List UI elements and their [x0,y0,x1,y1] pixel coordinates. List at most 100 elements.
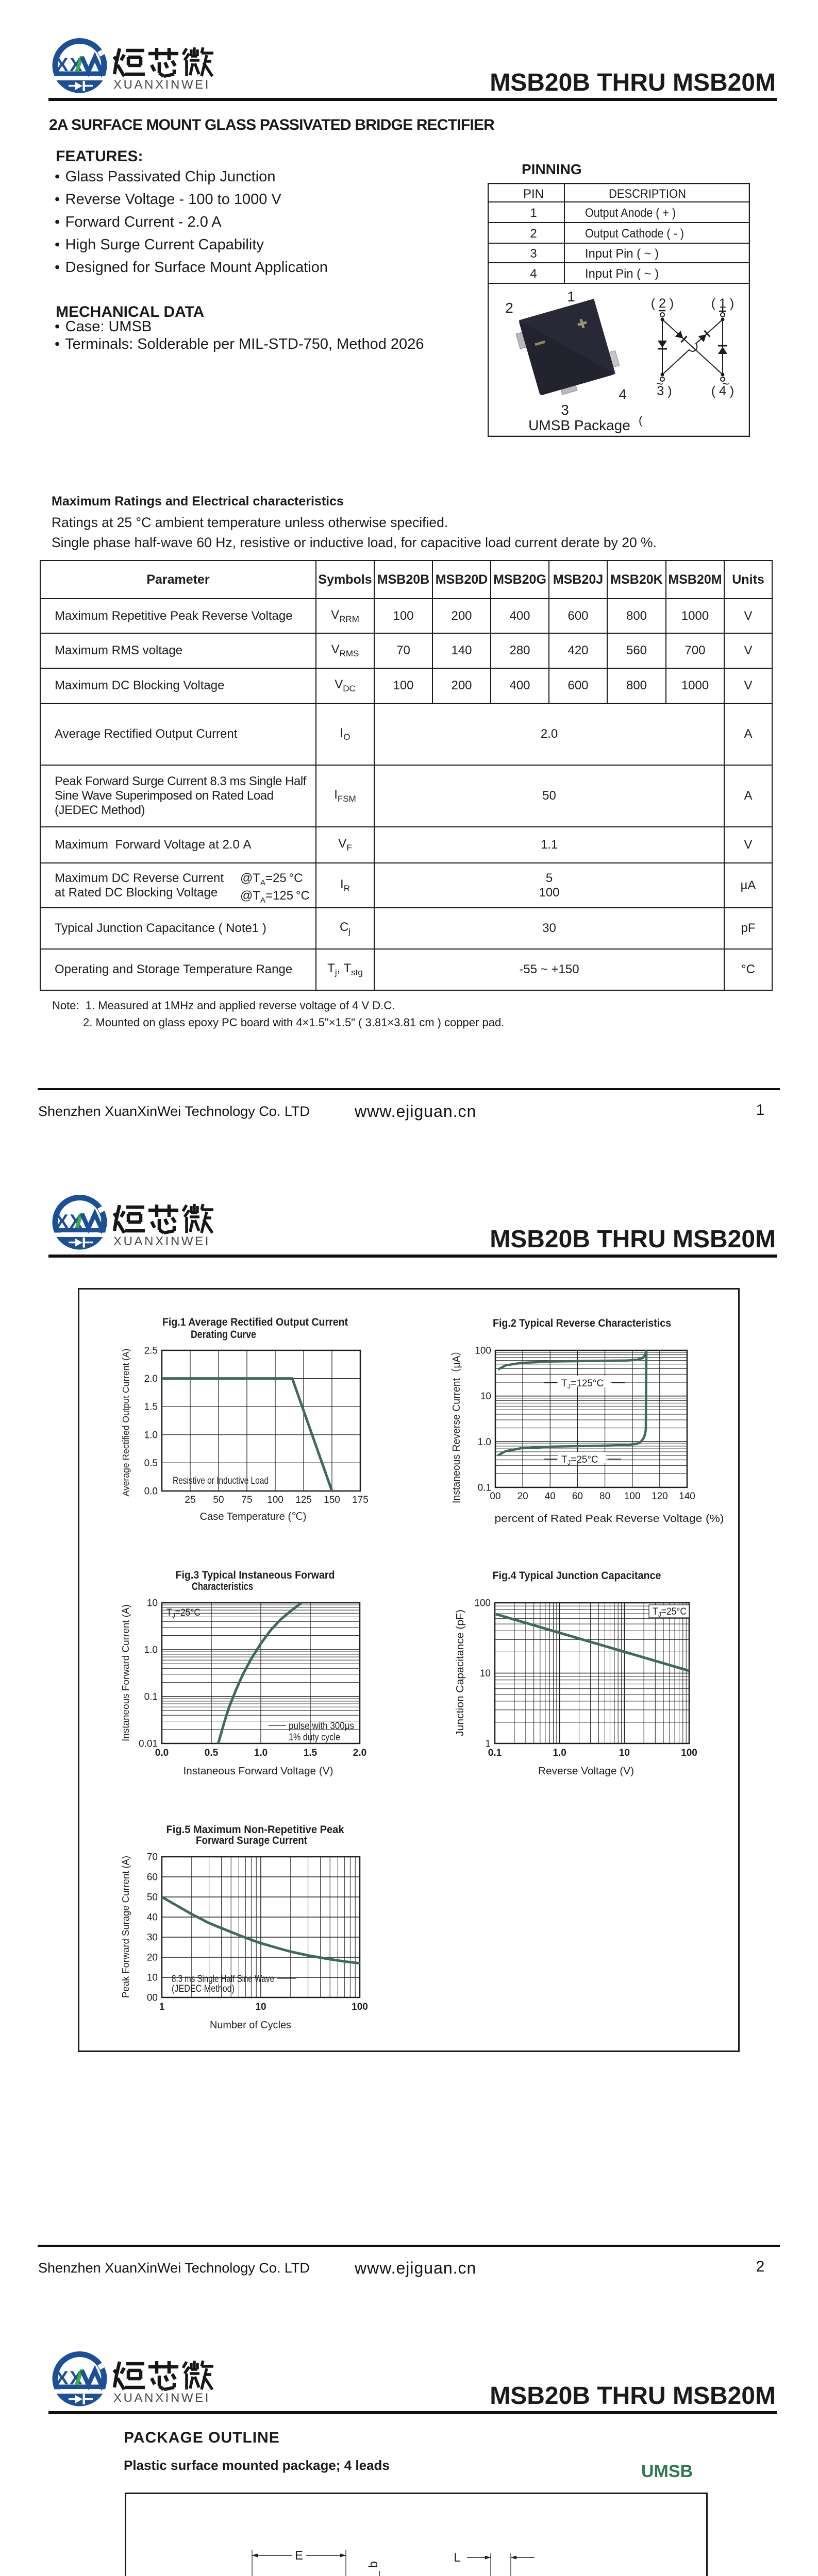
svg-text:80: 80 [599,1491,610,1502]
svg-text:100: 100 [267,1495,283,1505]
svg-text:~: ~ [656,377,663,391]
svg-text:30: 30 [147,1933,158,1943]
svg-text:100: 100 [475,1346,491,1357]
svg-text:UMSB Package: UMSB Package [528,417,630,433]
svg-text:50: 50 [147,1892,158,1903]
svg-text:20: 20 [517,1491,528,1502]
svg-text:TJ=125°C: TJ=125°C [561,1378,604,1390]
svg-text:10: 10 [480,1391,491,1402]
svg-text:X: X [56,2367,69,2388]
svg-text:TJ=25°C: TJ=25°C [653,1606,687,1618]
svg-text:(JEDEC Method): (JEDEC Method) [172,1984,235,1994]
svg-text:1: 1 [530,206,537,220]
svg-text:125: 125 [295,1495,312,1505]
svg-text:0.1: 0.1 [144,1692,158,1703]
svg-text:3: 3 [530,247,537,261]
svg-text:40: 40 [545,1491,556,1502]
svg-text:Fig.4 Typical Junction Capaci: Fig.4 Typical Junction Capacitance [493,1570,661,1582]
svg-text:100: 100 [681,1748,697,1758]
svg-text:Case Temperature (℃): Case Temperature (℃) [200,1511,307,1522]
svg-text:1.0: 1.0 [254,1748,268,1758]
svg-text:X: X [56,1211,69,1232]
svg-text:1: 1 [485,1739,491,1750]
svg-text:60: 60 [147,1872,158,1883]
svg-text:percent of Rated Peak Reverse: percent of Rated Peak Reverse Voltage (%… [495,1513,724,1524]
svg-text:Instaneous Forward Current (A): Instaneous Forward Current (A) [121,1604,131,1741]
svg-text:4: 4 [530,267,537,281]
svg-text:( 4 ): ( 4 ) [711,384,734,398]
svg-text:4: 4 [619,386,627,402]
svg-text:60: 60 [572,1491,583,1502]
svg-text:(: ( [639,414,643,427]
svg-text:1.5: 1.5 [304,1748,318,1758]
svg-text:120: 120 [652,1491,668,1502]
svg-text:50: 50 [213,1495,224,1505]
svg-text:0.01: 0.01 [139,1739,158,1750]
svg-text:0.5: 0.5 [205,1748,219,1758]
svg-text:1.0: 1.0 [553,1748,566,1758]
svg-text:2.5: 2.5 [144,1346,158,1357]
svg-text:75: 75 [241,1495,252,1505]
svg-text:Resistive or Inductive Load: Resistive or Inductive Load [173,1476,269,1486]
svg-text:PIN: PIN [523,187,544,201]
svg-text:Input Pin ( ~ ): Input Pin ( ~ ) [585,267,659,281]
svg-text:2: 2 [530,227,537,241]
svg-text:Fig.1 Average Rectified Outpu: Fig.1 Average Rectified Output Current [162,1316,348,1328]
svg-text:pulse with 300μs: pulse with 300μs [289,1721,354,1732]
svg-text:100: 100 [624,1491,641,1502]
svg-text:Instaneous Forward Voltage (V): Instaneous Forward Voltage (V) [183,1766,333,1777]
svg-text:0.0: 0.0 [144,1486,158,1497]
svg-text:1: 1 [567,289,575,304]
svg-text:10: 10 [619,1748,630,1758]
svg-text:1.0: 1.0 [144,1430,158,1440]
svg-text:1.0: 1.0 [478,1437,491,1448]
svg-text:1.5: 1.5 [144,1402,158,1413]
svg-text:~: ~ [722,377,729,391]
svg-text:TJ=25°C: TJ=25°C [561,1454,598,1466]
svg-text:X: X [56,54,69,75]
svg-text:00: 00 [490,1491,500,1502]
svg-text:Fig.2 Typical Reverse Charact: Fig.2 Typical Reverse Characteristics [493,1317,671,1329]
svg-text:8.3 ms Single Half Sine Wave: 8.3 ms Single Half Sine Wave [172,1974,274,1985]
svg-text:3: 3 [561,402,569,418]
svg-text:175: 175 [352,1495,369,1505]
svg-text:10: 10 [255,2002,266,2012]
svg-text:1.0: 1.0 [144,1645,158,1656]
svg-text:XUANXINWEI: XUANXINWEI [113,78,210,92]
svg-text:0.1: 0.1 [478,1483,491,1494]
svg-text:XUANXINWEI: XUANXINWEI [113,2391,210,2405]
svg-text:E: E [295,2549,303,2563]
svg-text:( 2 ): ( 2 ) [651,296,674,311]
svg-text:L: L [454,2551,460,2565]
svg-text:2.0: 2.0 [353,1748,366,1758]
svg-text:0.0: 0.0 [155,1748,169,1758]
svg-text:Reverse Voltage (V): Reverse Voltage (V) [538,1766,634,1777]
svg-text:0.5: 0.5 [144,1458,158,1469]
svg-text:25: 25 [185,1495,195,1505]
svg-text:Fig.3 Typical Instaneous Forw: Fig.3 Typical Instaneous Forward [176,1569,335,1581]
svg-text:20: 20 [147,1953,158,1963]
svg-text:10: 10 [147,1598,158,1609]
svg-text:Input Pin ( ~ ): Input Pin ( ~ ) [585,247,659,261]
svg-text:2.0: 2.0 [144,1374,158,1384]
svg-text:Derating Curve: Derating Curve [191,1329,256,1341]
svg-text:140: 140 [679,1491,695,1502]
svg-text:Output Anode ( + ): Output Anode ( + ) [585,206,676,220]
svg-text:XUANXINWEI: XUANXINWEI [113,1234,210,1248]
svg-text:b: b [366,2561,380,2568]
svg-text:DESCRIPTION: DESCRIPTION [609,187,686,201]
svg-text:Instaneous Reverse Current（μA）: Instaneous Reverse Current（μA） [450,1346,462,1503]
svg-text:Fig.5 Maximum Non-Repetitive: Fig.5 Maximum Non-Repetitive Peak [166,1824,344,1836]
svg-text:Output Cathode ( - ): Output Cathode ( - ) [585,227,684,241]
svg-text:100: 100 [352,2002,368,2012]
svg-text:10: 10 [480,1668,491,1679]
svg-text:TJ=25°C: TJ=25°C [166,1607,201,1619]
svg-text:Average Rectified Output Curre: Average Rectified Output Current (A) [121,1349,131,1497]
svg-text:40: 40 [147,1912,158,1923]
svg-text:Number of Cycles: Number of Cycles [210,2020,291,2031]
svg-text:100: 100 [474,1598,491,1609]
svg-text:2: 2 [505,300,513,316]
svg-text:Forward Surage Current: Forward Surage Current [196,1835,307,1846]
svg-text:Junction Capacitance (pF): Junction Capacitance (pF) [455,1609,466,1736]
svg-text:00: 00 [147,1993,158,2004]
